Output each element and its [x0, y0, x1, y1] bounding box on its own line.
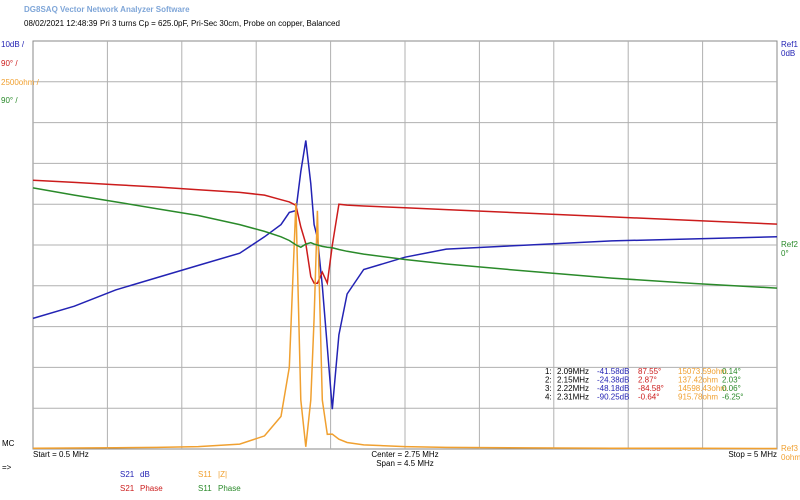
x-stop-label: Stop = 5 MHz — [728, 450, 777, 459]
arrow: => — [2, 463, 12, 472]
trace — [32, 202, 778, 450]
marker-cell: 87.55° — [638, 367, 661, 376]
app-title: DG8SAQ Vector Network Analyzer Software — [24, 5, 190, 14]
marker-cell: 0.14° — [722, 367, 741, 376]
marker-cell: 2.22MHz — [557, 384, 589, 393]
marker-cell: 2.31MHz — [557, 393, 589, 402]
marker-cell: -41.58dB — [597, 367, 629, 376]
trace — [32, 187, 778, 289]
ref-label: Ref3 — [781, 444, 798, 453]
trace — [32, 179, 778, 286]
ref-label: Ref1 — [781, 40, 798, 49]
marker-cell: 4: — [545, 393, 552, 402]
marker-cell: 2.15MHz — [557, 376, 589, 385]
marker-cell: 137.42ohm — [678, 376, 718, 385]
ref-value: 0dB — [781, 49, 795, 58]
scale-label: 10dB / — [1, 40, 25, 49]
marker-cell: -24.38dB — [597, 376, 629, 385]
marker-cell: 1: — [545, 367, 552, 376]
marker-cell: -6.25° — [722, 393, 743, 402]
marker-mode: MC — [2, 439, 15, 448]
legend-format: Phase — [140, 484, 163, 493]
ref-value: 0ohm — [781, 453, 800, 462]
legend-name: S21 — [120, 470, 135, 479]
marker-cell: 2: — [545, 376, 552, 385]
x-start-label: Start = 0.5 MHz — [33, 450, 89, 459]
ref-label: Ref2 — [781, 240, 798, 249]
marker-cell: 2.87° — [638, 376, 657, 385]
marker-cell: 14598.43ohm — [678, 384, 727, 393]
marker-cell: -48.18dB — [597, 384, 629, 393]
legend-format: dB — [140, 470, 150, 479]
marker-cell: 3: — [545, 384, 552, 393]
x-span-label: Span = 4.5 MHz — [376, 459, 434, 468]
timestamp: 08/02/2021 12:48:39 — [24, 19, 98, 28]
marker-cell: 15073.59ohm — [678, 367, 727, 376]
marker-cell: -90.25dB — [597, 393, 629, 402]
legend-format: Phase — [218, 484, 241, 493]
ref-value: 0° — [781, 249, 789, 258]
legend-name: S11 — [198, 484, 212, 493]
marker-cell: -84.58° — [638, 384, 664, 393]
chart-title: Pri 3 turns Cp = 625.0pF, Pri-Sec 30cm, … — [100, 19, 340, 28]
trace — [32, 140, 778, 410]
scale-label: 90° / — [1, 96, 18, 105]
scale-label: 2500ohm / — [1, 78, 40, 87]
x-center-label: Center = 2.75 MHz — [371, 450, 438, 459]
legend-name: S21 — [120, 484, 135, 493]
legend-format: |Z| — [218, 470, 227, 479]
scale-label: 90° / — [1, 59, 18, 68]
marker-cell: -0.64° — [638, 393, 659, 402]
marker-cell: 2.03° — [722, 376, 741, 385]
marker-cell: 2.09MHz — [557, 367, 589, 376]
legend-name: S11 — [198, 470, 212, 479]
marker-cell: 0.06° — [722, 384, 741, 393]
marker-cell: 915.78ohm — [678, 393, 718, 402]
